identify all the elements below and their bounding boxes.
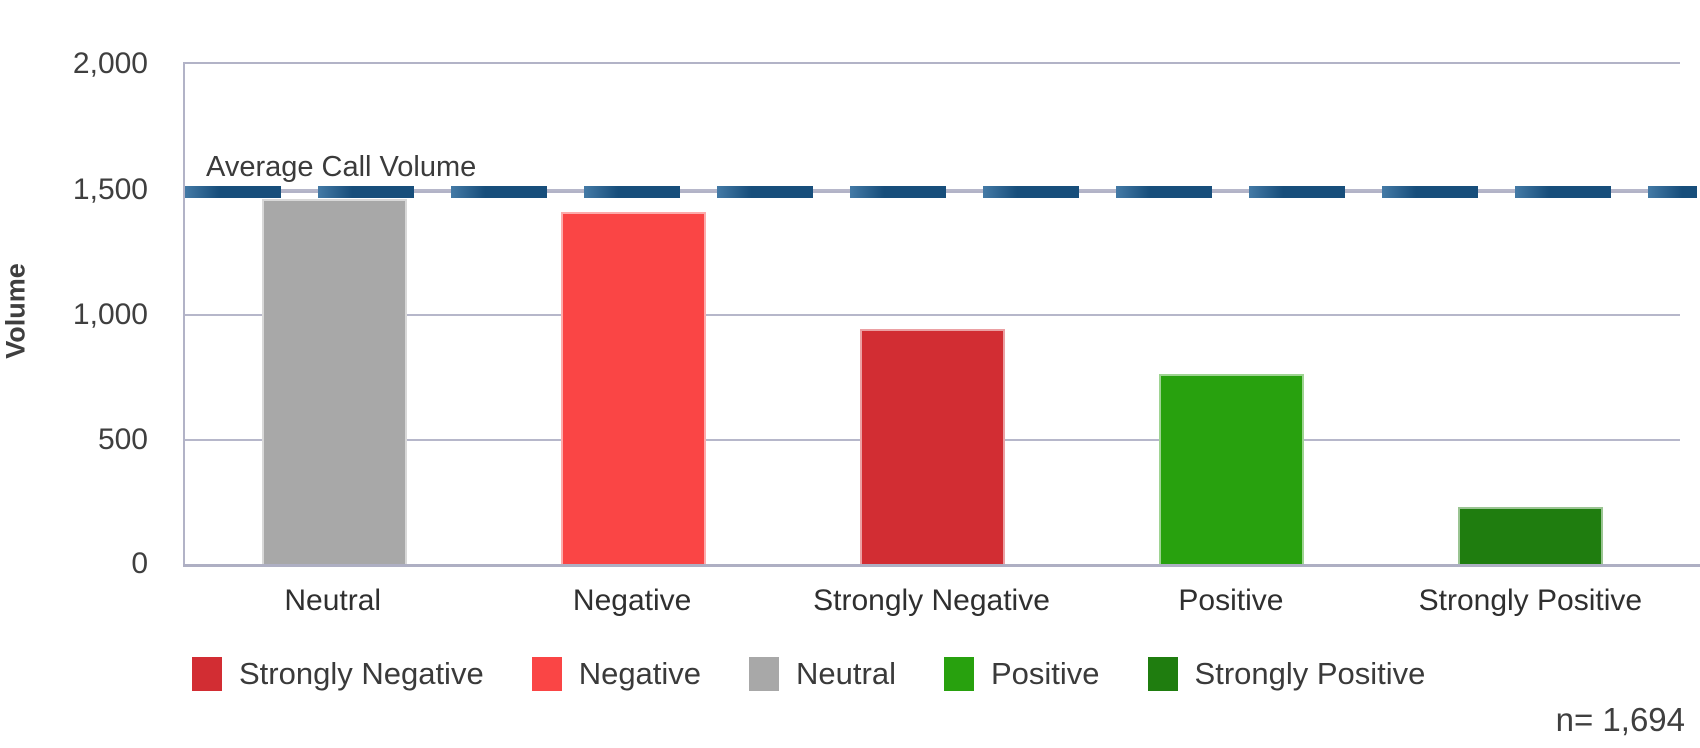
legend-swatch-positive xyxy=(943,657,974,691)
x-label-strongly-negative: Strongly Negative xyxy=(813,584,1050,617)
bar-slot xyxy=(484,64,783,564)
average-line-label: Average Call Volume xyxy=(206,150,477,183)
x-axis-labels: Neutral Negative Strongly Negative Posit… xyxy=(183,584,1680,618)
x-label-strongly-positive: Strongly Positive xyxy=(1418,584,1643,617)
x-label-positive: Positive xyxy=(1178,584,1284,617)
legend-label: Positive xyxy=(990,656,1100,691)
gridline-1000 xyxy=(185,314,1680,316)
bar-slot xyxy=(1381,64,1680,564)
y-tick-500: 500 xyxy=(97,423,148,456)
bar-slot xyxy=(1082,64,1381,564)
average-line xyxy=(185,185,1697,198)
legend-item-strongly-negative[interactable]: Strongly Negative xyxy=(192,656,484,692)
x-label-negative: Negative xyxy=(572,584,692,617)
y-tick-1500: 1,500 xyxy=(72,173,148,206)
legend: Strongly Negative Negative Neutral Posit… xyxy=(192,656,1425,692)
bar-negative[interactable] xyxy=(561,211,706,564)
legend-label: Strongly Negative xyxy=(239,656,484,691)
legend-label: Negative xyxy=(578,656,702,691)
y-tick-2000: 2,000 xyxy=(72,47,148,80)
bar-slot xyxy=(185,64,484,564)
y-tick-1000: 1,000 xyxy=(72,298,148,331)
bar-slot xyxy=(783,64,1082,564)
bar-positive[interactable] xyxy=(1159,374,1304,564)
plot-area: Average Call Volume xyxy=(183,62,1697,564)
legend-item-negative[interactable]: Negative xyxy=(531,656,702,692)
legend-item-strongly-positive[interactable]: Strongly Positive xyxy=(1147,656,1426,692)
y-tick-0: 0 xyxy=(131,547,148,580)
legend-label: Neutral xyxy=(796,656,896,691)
bar-strongly-negative[interactable] xyxy=(860,329,1005,564)
bars-row xyxy=(185,64,1680,564)
legend-swatch-strongly-negative xyxy=(192,657,222,691)
bar-strongly-positive[interactable] xyxy=(1458,506,1603,564)
sample-size-label: n= 1,694 xyxy=(1555,701,1685,738)
legend-swatch-strongly-positive xyxy=(1147,657,1178,691)
legend-label: Strongly Positive xyxy=(1194,656,1426,691)
bar-neutral[interactable] xyxy=(262,199,407,564)
legend-swatch-negative xyxy=(531,657,562,691)
x-label-neutral: Neutral xyxy=(284,584,382,617)
legend-item-positive[interactable]: Positive xyxy=(943,656,1100,692)
legend-item-neutral[interactable]: Neutral xyxy=(749,656,896,692)
average-line-dashes xyxy=(185,185,1697,198)
legend-swatch-neutral xyxy=(749,657,780,691)
x-axis-line xyxy=(183,564,1700,567)
